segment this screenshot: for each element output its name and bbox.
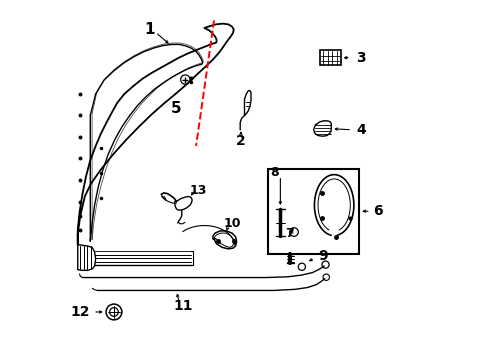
Text: 5: 5 <box>171 101 182 116</box>
Text: 8: 8 <box>270 166 279 179</box>
Text: 4: 4 <box>356 123 366 137</box>
Text: 13: 13 <box>189 184 206 197</box>
Text: 9: 9 <box>318 249 327 264</box>
Text: 2: 2 <box>236 134 245 148</box>
Bar <box>319 50 340 65</box>
Bar <box>267 169 359 253</box>
Text: 1: 1 <box>144 22 154 37</box>
Text: 10: 10 <box>223 217 240 230</box>
Text: 6: 6 <box>373 204 383 218</box>
Text: 12: 12 <box>70 305 89 319</box>
Text: 3: 3 <box>355 51 365 65</box>
Text: 11: 11 <box>173 299 193 313</box>
Text: 7: 7 <box>285 226 293 239</box>
